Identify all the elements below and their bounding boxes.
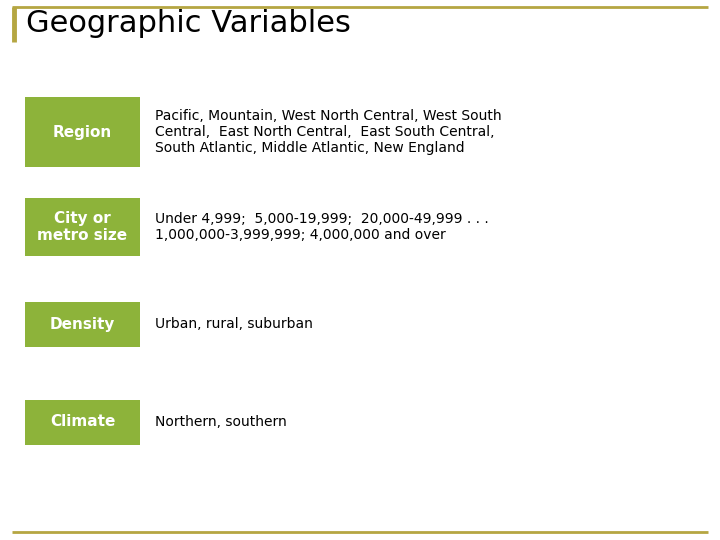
Text: Urban, rural, suburban: Urban, rural, suburban	[155, 317, 313, 331]
Text: Northern, southern: Northern, southern	[155, 415, 287, 429]
FancyBboxPatch shape	[25, 400, 140, 444]
Text: City or
metro size: City or metro size	[37, 211, 127, 243]
Text: Region: Region	[53, 125, 112, 139]
FancyBboxPatch shape	[25, 97, 140, 167]
Text: Under 4,999;  5,000-19,999;  20,000-49,999 . . .
1,000,000-3,999,999; 4,000,000 : Under 4,999; 5,000-19,999; 20,000-49,999…	[155, 212, 489, 242]
Text: Pacific, Mountain, West North Central, West South
Central,  East North Central, : Pacific, Mountain, West North Central, W…	[155, 109, 502, 155]
Text: Geographic Variables: Geographic Variables	[26, 10, 351, 38]
FancyBboxPatch shape	[25, 301, 140, 347]
FancyBboxPatch shape	[25, 198, 140, 256]
Text: Density: Density	[50, 316, 115, 332]
Text: Climate: Climate	[50, 415, 115, 429]
